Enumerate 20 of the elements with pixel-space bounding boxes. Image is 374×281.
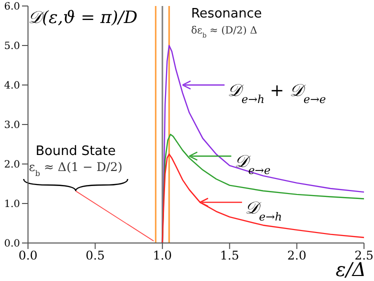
annotation: 𝒟$_{e→h}$ + 𝒟$_{e→e}$ (228, 81, 326, 106)
annotation: 𝒟$_{e→e}$ (234, 152, 272, 177)
y-tick-label: 2.0 (4, 160, 20, 171)
x-tick-label: 1.5 (220, 248, 240, 263)
annotation: Bound State (36, 144, 116, 159)
y-axis-title: 𝒟(ε,ϑ = π)/D (28, 8, 138, 28)
y-tick-label: 3.0 (4, 120, 20, 132)
y-tick-label: 0.0 (4, 238, 20, 250)
y-tick-label: 1.0 (4, 199, 20, 210)
y-tick-label: 6.0 (4, 2, 20, 13)
x-tick-label: 0.5 (86, 248, 105, 263)
annotation: ε$_{b}$ ≈ Δ(1 − D/2) (28, 160, 122, 178)
annotation: 𝒟$_{e→h}$ (245, 198, 282, 223)
y-tick-label: 5.0 (4, 41, 20, 52)
y-tick-label: 4.0 (4, 80, 20, 92)
x-tick-label: 2.0 (287, 248, 306, 263)
annotation: δε$_{b}$ ≈ (D/2) Δ (191, 26, 258, 40)
annotation: Resonance (191, 6, 262, 22)
x-tick-label: 0.0 (18, 248, 38, 263)
x-tick-label: 1.0 (152, 248, 172, 263)
